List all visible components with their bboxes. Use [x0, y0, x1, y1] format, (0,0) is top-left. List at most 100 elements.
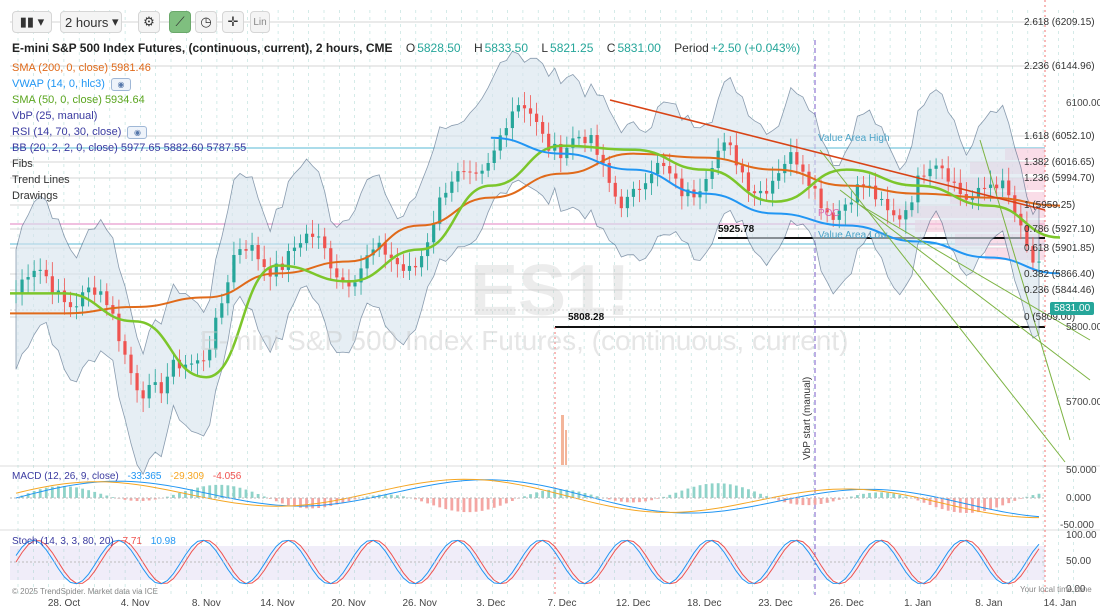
overlay-drawings[interactable]: Drawings [12, 190, 58, 202]
y-tick-label: 5800.00 [1066, 322, 1100, 333]
macd-histogram-bar [595, 496, 599, 498]
candle-body [843, 204, 847, 211]
candle-body [341, 277, 345, 281]
macd-histogram-bar [498, 498, 502, 506]
macd-histogram-bar [250, 491, 254, 498]
candle-body [407, 265, 412, 271]
macd-histogram-bar [638, 498, 641, 503]
overlay-fibs[interactable]: Fibs [12, 158, 33, 170]
candle-body [522, 105, 527, 109]
macd-histogram-bar [305, 498, 308, 509]
x-tick-label: 12. Dec [615, 598, 651, 609]
trend-line [839, 189, 1091, 381]
candle-body [504, 128, 508, 136]
candle-body [135, 373, 139, 391]
candle-body [837, 210, 841, 220]
crosshair-icon[interactable]: ✛ [222, 11, 244, 33]
candle-body [559, 143, 563, 159]
macd-histogram-bar [165, 496, 169, 498]
clock-icon[interactable]: ◷ [195, 11, 217, 33]
macd-histogram-bar [716, 483, 720, 498]
low-value: 5821.25 [550, 41, 594, 55]
eye-icon[interactable]: ◉ [127, 125, 148, 139]
vp-label-val: Value Area Low [818, 230, 888, 241]
x-tick-label: 3. Dec [476, 598, 506, 609]
indicator-vbp[interactable]: VbP (25, manual) [12, 108, 800, 124]
candle-body [970, 197, 975, 200]
candle-body [795, 152, 799, 165]
indicator-name: BB (20, 2, 2, 0, close) [12, 142, 118, 154]
candle-body [62, 290, 67, 303]
macd-histogram-bar [849, 496, 853, 498]
candle-body [274, 263, 278, 277]
indicator-sma200[interactable]: SMA (200, 0, close) 5981.46 [12, 60, 800, 76]
gear-icon[interactable]: ⚙ [138, 11, 160, 33]
interval-select[interactable]: 2 hours ▾ [60, 11, 122, 33]
legend: E-mini S&P 500 Index Futures, (continuou… [12, 40, 800, 204]
indicator-name: VWAP (14, 0, hlc3) [12, 78, 105, 90]
candle-body [510, 111, 514, 129]
candle-body [662, 162, 666, 167]
candle-body [940, 165, 944, 169]
candle-body [238, 249, 242, 255]
candle-body [746, 172, 751, 192]
candle-body [262, 259, 266, 268]
candle-body [904, 210, 908, 220]
macd-histogram-bar [87, 490, 91, 498]
overlay-trend-lines[interactable]: Trend Lines [12, 174, 70, 186]
macd-histogram-bar [81, 488, 84, 498]
candles-icon[interactable]: ▮▮ ▾ [12, 11, 52, 33]
x-tick-label: 26. Nov [402, 598, 437, 609]
interval-label: 2 hours [65, 14, 109, 30]
macd-histogram-bar [547, 489, 551, 498]
candle-body [825, 208, 829, 213]
candle-body [631, 188, 636, 197]
macd-histogram-bar [704, 484, 708, 498]
macd-histogram-bar [656, 498, 660, 499]
watermark-subtitle: E-mini S&P 500 Index Futures, (continuou… [200, 325, 849, 356]
macd-histogram-bar [341, 498, 345, 503]
indicator-sma50[interactable]: SMA (50, 0, close) 5934.64 [12, 92, 800, 108]
stoch-axis-label: 100.00 [1066, 530, 1097, 541]
macd-histogram-bar [238, 487, 242, 498]
macd-histogram-bar [589, 494, 593, 498]
indicator-bb[interactable]: BB (20, 2, 2, 0, close) 5977.65 5882.60 … [12, 140, 800, 156]
candle-body [637, 188, 642, 190]
lin-toggle[interactable]: Lin [250, 11, 270, 33]
candle-body [613, 182, 617, 197]
watermark: ES1! [470, 251, 631, 331]
vp-label-poc: POC [818, 208, 840, 219]
indicator-value: 5981.46 [111, 62, 151, 74]
macd-histogram-bar [480, 498, 484, 511]
candle-body [771, 180, 775, 194]
macd-histogram-bar [922, 498, 926, 503]
macd-histogram-bar [1019, 498, 1023, 499]
candle-body [450, 181, 454, 193]
candle-body [668, 166, 672, 174]
trend-icon[interactable]: ⟋ [169, 11, 191, 33]
macd-histogram-bar [680, 490, 684, 498]
candle-body [607, 163, 611, 183]
x-tick-label: 14. Jan [1043, 598, 1077, 609]
trend-line [979, 139, 1071, 441]
candle-body [250, 244, 254, 251]
macd-histogram-bar [795, 498, 799, 505]
indicator-rsi[interactable]: RSI (14, 70, 30, close) ◉ [12, 124, 800, 140]
sma50-line [10, 144, 1061, 379]
candle-body [928, 168, 932, 177]
open-label: O [405, 41, 416, 55]
indicator-name: SMA (200, 0, close) [12, 62, 108, 74]
candle-body [383, 242, 387, 255]
eye-icon[interactable]: ◉ [110, 77, 131, 91]
macd-histogram-bar [765, 496, 769, 498]
macd-histogram-bar [32, 491, 36, 498]
macd-histogram-bar [244, 489, 248, 498]
candle-body [922, 175, 926, 177]
stoch-legend: Stoch (14, 3, 3, 80, 20) 7.71 10.98 [12, 536, 176, 547]
macd-histogram-bar [989, 498, 992, 510]
macd-legend: MACD (12, 26, 9, close) -33.365 -29.309 … [12, 471, 241, 482]
indicator-vwap[interactable]: VWAP (14, 0, hlc3) ◉ [12, 76, 800, 92]
candle-body [898, 215, 902, 220]
indicator-value: 5934.64 [104, 94, 145, 106]
